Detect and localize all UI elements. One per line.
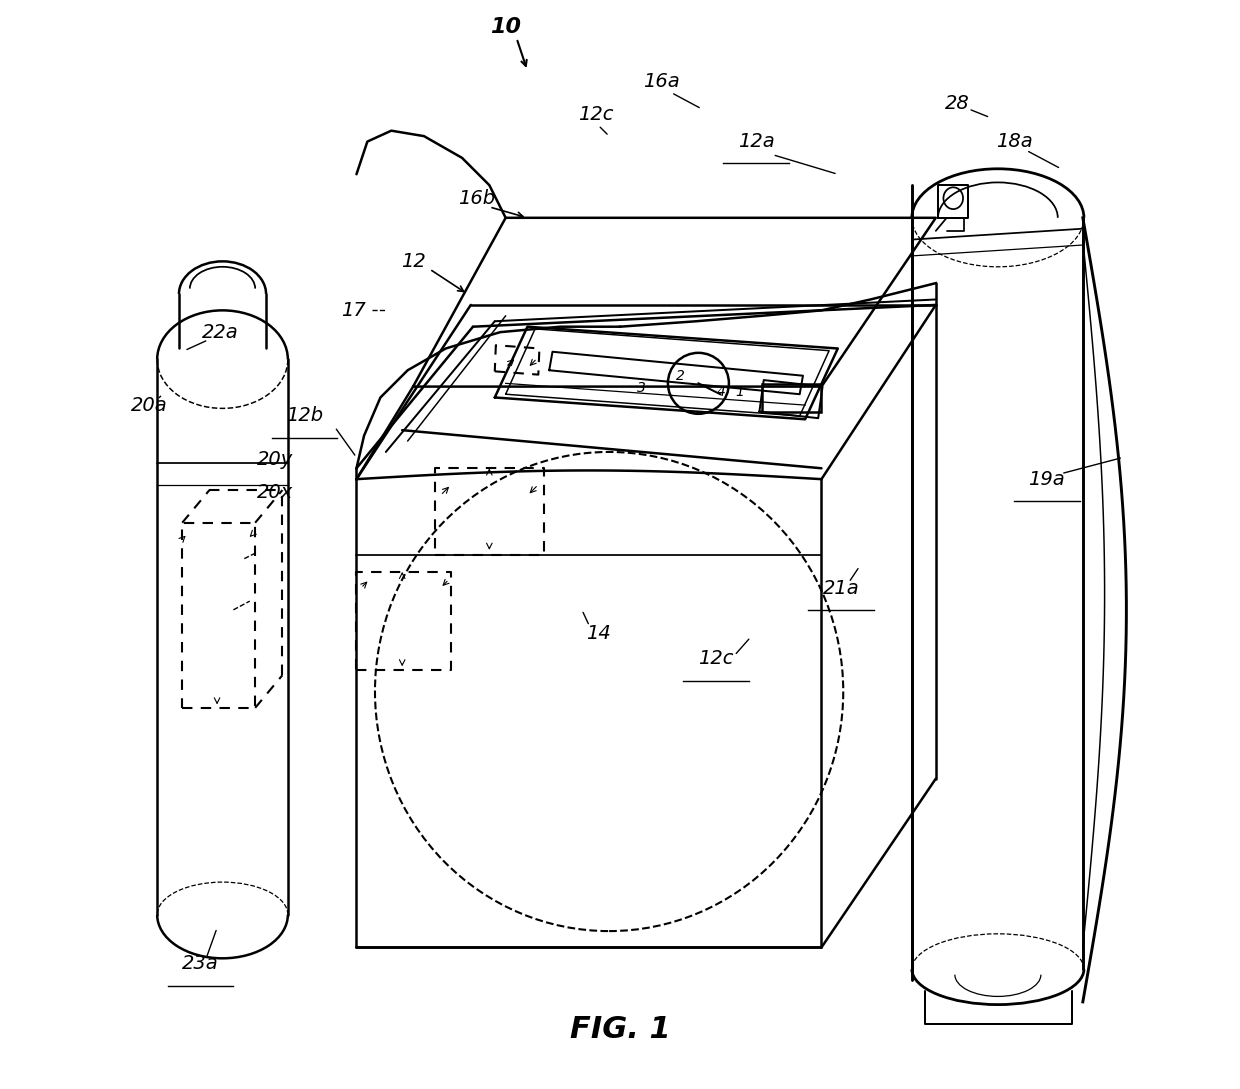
Text: 4: 4 [717, 386, 725, 399]
Text: 2: 2 [676, 369, 684, 382]
Text: 14: 14 [585, 624, 610, 644]
Text: 17: 17 [341, 301, 366, 320]
Text: 12c: 12c [578, 105, 614, 124]
Text: 3: 3 [637, 381, 646, 394]
Text: 28: 28 [945, 94, 970, 113]
Text: FIG. 1: FIG. 1 [569, 1015, 671, 1043]
Text: 23a: 23a [182, 954, 219, 974]
Text: 16a: 16a [644, 72, 680, 91]
Text: 12a: 12a [738, 132, 775, 151]
Text: 19a: 19a [1028, 469, 1065, 489]
Text: 10: 10 [490, 17, 521, 37]
Text: 20a: 20a [131, 395, 167, 415]
Text: 12b: 12b [285, 406, 322, 426]
Bar [761, 384, 821, 412]
Text: 18a: 18a [996, 132, 1033, 151]
Text: 12: 12 [401, 252, 425, 271]
Text: 12c: 12c [698, 649, 734, 669]
Text: 22a: 22a [202, 322, 239, 342]
Text: 1: 1 [735, 386, 744, 399]
Text: 16b: 16b [458, 188, 495, 208]
Text: 20y: 20y [257, 450, 293, 469]
Text: 21a: 21a [822, 578, 859, 598]
Text: 20x: 20x [257, 482, 293, 502]
